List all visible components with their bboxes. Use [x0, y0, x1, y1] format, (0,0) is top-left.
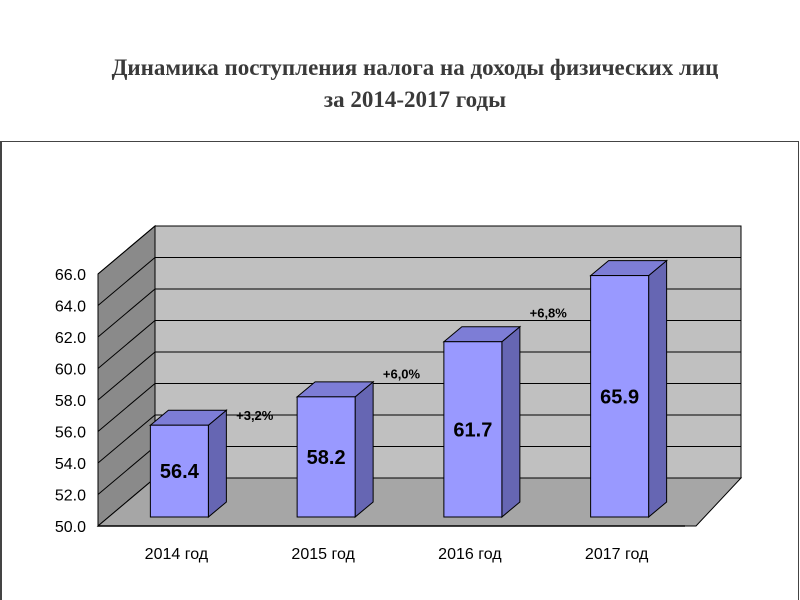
bar-side — [207, 409, 227, 519]
y-tick-label: 52.0 — [55, 488, 86, 505]
gridline — [97, 351, 741, 401]
bar-value-label: 61.7 — [453, 419, 492, 441]
y-axis-ticks: 50.0 52.0 54.0 56.0 58.0 60.0 62.0 64.0 66.0 — [55, 267, 86, 536]
bar — [295, 380, 375, 519]
y-tick-label: 54.0 — [55, 456, 86, 473]
bars — [148, 259, 669, 519]
x-tick-label: 2014 год — [145, 546, 209, 563]
gridline — [97, 288, 741, 338]
chart-title: Динамика поступления налога на доходы фи… — [0, 52, 800, 116]
gridline — [97, 225, 741, 275]
bar — [589, 259, 669, 519]
bar-value-label: 65.9 — [600, 386, 639, 408]
bar-side — [501, 325, 521, 519]
bar-front — [296, 396, 356, 518]
x-axis-ticks: 2014 год 2015 год 2016 год 2017 год — [145, 546, 649, 563]
y-tick-label: 58.0 — [55, 393, 86, 410]
gridline — [97, 414, 741, 464]
chart-frame — [0, 141, 799, 600]
bar-value-label: 56.4 — [160, 461, 200, 483]
bar-side — [648, 259, 668, 519]
growth-label: +3,2% — [236, 408, 274, 423]
y-tick-label: 66.0 — [55, 267, 86, 284]
bar-front — [443, 341, 503, 518]
growth-label: +6,8% — [530, 306, 568, 321]
growth-label: +6,0% — [383, 366, 421, 381]
chart-title-line-1: Динамика поступления налога на доходы фи… — [111, 55, 719, 80]
gridline — [97, 257, 741, 306]
bar — [148, 409, 228, 519]
data-labels: 56.4 58.2 61.7 65.9 +3,2% +6,0% +6,8% — [160, 306, 639, 483]
x-tick-label: 2017 год — [585, 546, 649, 563]
gridline — [97, 383, 741, 432]
y-tick-label: 62.0 — [55, 330, 86, 347]
x-tick-label: 2015 год — [291, 546, 355, 563]
y-tick-label: 50.0 — [55, 519, 86, 536]
chart-floor — [96, 274, 743, 527]
gridline — [97, 320, 741, 369]
bar-value-label: 58.2 — [307, 447, 346, 469]
bar-side — [354, 380, 374, 519]
bar — [442, 325, 522, 519]
bar-front — [590, 275, 650, 518]
x-tick-label: 2016 год — [438, 546, 502, 563]
y-tick-label: 60.0 — [55, 362, 86, 379]
y-tick-label: 64.0 — [55, 299, 86, 316]
chart-title-line-2: за 2014-2017 годы — [323, 87, 507, 112]
y-tick-label: 56.0 — [55, 425, 86, 442]
bar-front — [149, 424, 209, 518]
